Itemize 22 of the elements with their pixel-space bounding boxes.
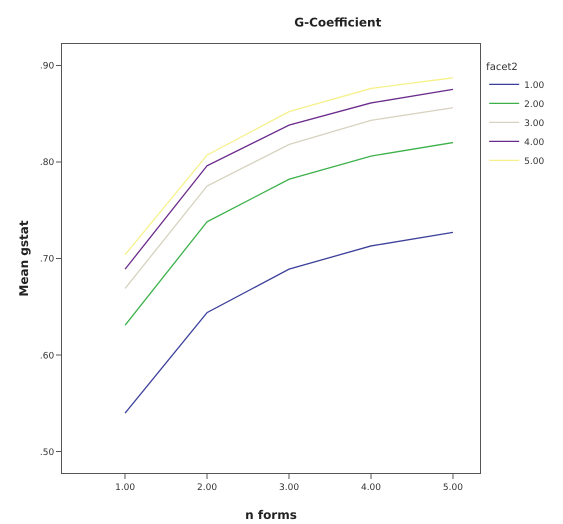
x-tick-label: 1.00 bbox=[115, 482, 136, 493]
legend-label: 3.00 bbox=[524, 118, 544, 129]
legend-title: facet2 bbox=[486, 62, 518, 73]
y-tick-label: .70 bbox=[40, 254, 54, 265]
x-tick-label: 2.00 bbox=[197, 482, 218, 493]
line-series bbox=[124, 107, 454, 290]
x-tick-label: 4.00 bbox=[360, 482, 382, 493]
y-tick-label: .50 bbox=[40, 448, 54, 458]
legend-label: 2.00 bbox=[524, 100, 544, 110]
x-tick-label: 5.00 bbox=[442, 482, 464, 493]
legend-label: 1.00 bbox=[524, 80, 544, 91]
y-tick-label: .90 bbox=[40, 61, 54, 72]
chart-title: G-Coefficient bbox=[294, 16, 382, 30]
y-tick-label: .60 bbox=[40, 351, 54, 362]
x-tick-label: 3.00 bbox=[279, 482, 300, 493]
y-axis-title: Mean gstat bbox=[17, 220, 31, 297]
y-tick-label: .80 bbox=[40, 158, 54, 168]
legend-label: 5.00 bbox=[524, 156, 544, 167]
x-axis-title: n forms bbox=[245, 508, 297, 522]
line-series bbox=[124, 232, 454, 414]
legend-label: 4.00 bbox=[524, 138, 544, 148]
line-series bbox=[124, 142, 454, 326]
